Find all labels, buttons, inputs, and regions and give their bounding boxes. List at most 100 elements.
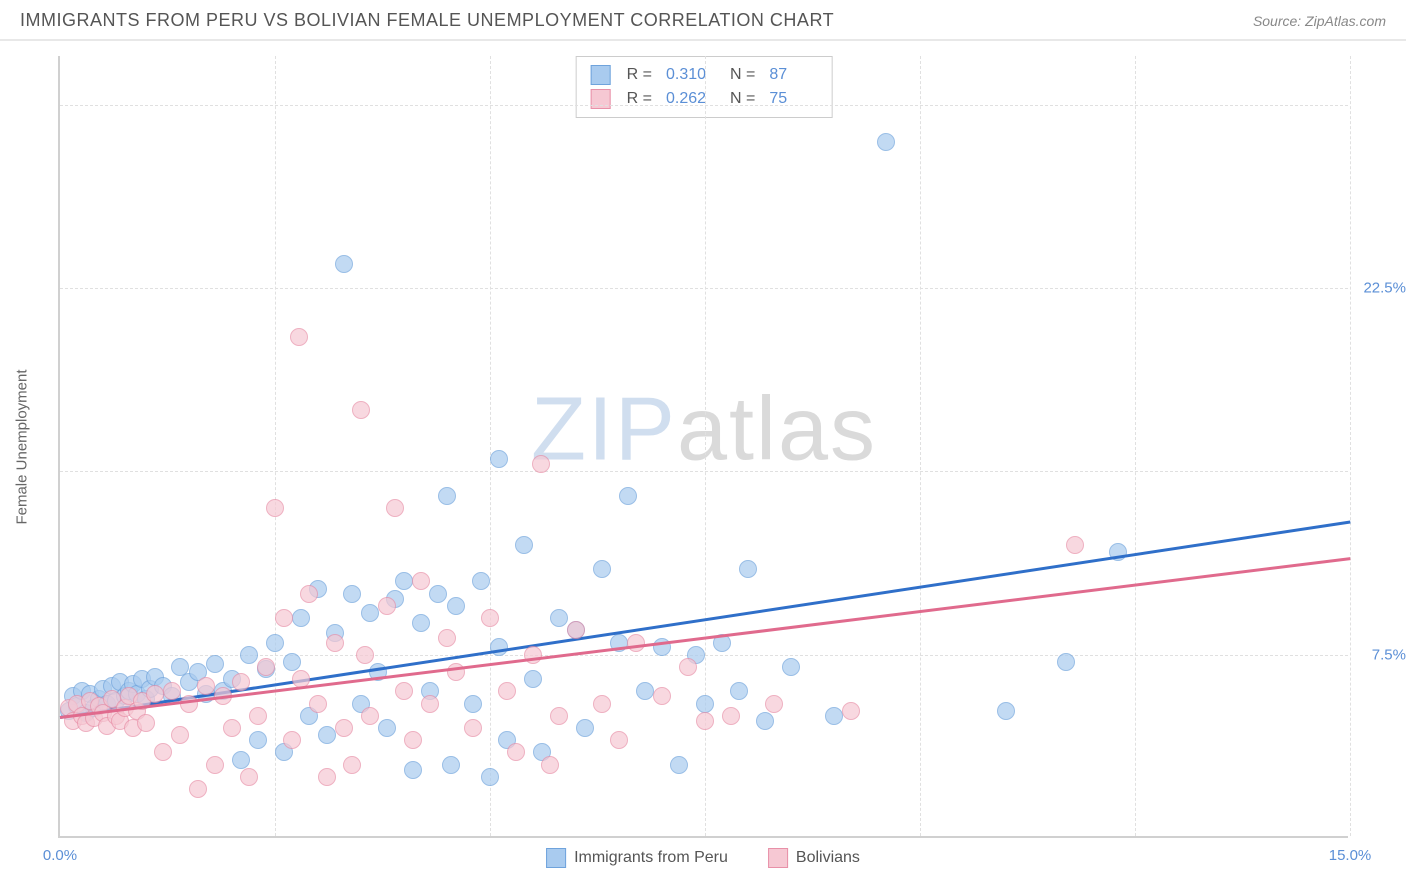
legend-swatch [591,89,611,109]
data-point-peru [206,655,224,673]
data-point-bolivia [171,726,189,744]
data-point-bolivia [593,695,611,713]
data-point-bolivia [481,609,499,627]
watermark-atlas: atlas [677,380,877,480]
data-point-peru [266,634,284,652]
legend-label: Bolivians [796,849,860,867]
data-point-bolivia [1066,536,1084,554]
data-point-peru [318,726,336,744]
data-point-peru [524,670,542,688]
data-point-bolivia [249,707,267,725]
data-point-peru [429,585,447,603]
legend-r-value: 0.310 [666,66,714,84]
data-point-peru [756,712,774,730]
y-axis-label: Female Unemployment [14,369,31,524]
data-point-bolivia [154,743,172,761]
data-point-bolivia [283,731,301,749]
legend-top: R =0.310N =87R =0.262N =75 [576,56,833,118]
data-point-peru [395,572,413,590]
data-point-bolivia [653,687,671,705]
data-point-peru [877,133,895,151]
data-point-bolivia [567,621,585,639]
data-point-bolivia [361,707,379,725]
data-point-peru [442,756,460,774]
watermark: ZIPatlas [531,379,877,482]
gridline-h [60,105,1348,106]
data-point-peru [343,585,361,603]
data-point-bolivia [412,572,430,590]
data-point-peru [782,658,800,676]
data-point-peru [619,487,637,505]
legend-swatch [768,848,788,868]
chart-source: Source: ZipAtlas.com [1253,13,1386,29]
data-point-peru [404,761,422,779]
data-point-peru [249,731,267,749]
chart-header: IMMIGRANTS FROM PERU VS BOLIVIAN FEMALE … [0,0,1406,41]
data-point-bolivia [378,597,396,615]
legend-top-row: R =0.262N =75 [591,87,818,111]
data-point-bolivia [421,695,439,713]
data-point-bolivia [679,658,697,676]
legend-swatch [546,848,566,868]
data-point-bolivia [696,712,714,730]
legend-r-label: R = [627,66,652,84]
data-point-peru [1057,653,1075,671]
data-point-bolivia [352,401,370,419]
data-point-bolivia [240,768,258,786]
source-value: ZipAtlas.com [1305,13,1386,29]
data-point-peru [997,702,1015,720]
gridline-v [1350,56,1351,836]
data-point-bolivia [180,695,198,713]
data-point-bolivia [498,682,516,700]
chart-title: IMMIGRANTS FROM PERU VS BOLIVIAN FEMALE … [20,10,834,31]
data-point-peru [378,719,396,737]
data-point-peru [283,653,301,671]
data-point-bolivia [275,609,293,627]
data-point-bolivia [137,714,155,732]
data-point-bolivia [343,756,361,774]
legend-bottom-item: Bolivians [768,848,860,868]
data-point-peru [576,719,594,737]
data-point-bolivia [223,719,241,737]
gridline-v [490,56,491,836]
data-point-bolivia [146,685,164,703]
data-point-peru [412,614,430,632]
data-point-peru [447,597,465,615]
data-point-peru [464,695,482,713]
gridline-v [1135,56,1136,836]
data-point-peru [438,487,456,505]
plot-region: ZIPatlas R =0.310N =87R =0.262N =75 7.5%… [58,56,1348,838]
data-point-peru [696,695,714,713]
watermark-zip: ZIP [531,380,677,480]
legend-n-label: N = [730,66,755,84]
data-point-peru [472,572,490,590]
data-point-bolivia [464,719,482,737]
data-point-peru [240,646,258,664]
data-point-bolivia [507,743,525,761]
data-point-bolivia [404,731,422,749]
data-point-bolivia [550,707,568,725]
data-point-bolivia [189,780,207,798]
data-point-peru [490,638,508,656]
data-point-bolivia [386,499,404,517]
data-point-bolivia [266,499,284,517]
x-tick-label: 15.0% [1329,847,1372,864]
gridline-v [275,56,276,836]
data-point-bolivia [627,634,645,652]
y-tick-label: 22.5% [1356,280,1406,297]
data-point-bolivia [290,328,308,346]
data-point-peru [232,751,250,769]
data-point-bolivia [309,695,327,713]
y-tick-label: 7.5% [1356,646,1406,663]
data-point-bolivia [232,673,250,691]
data-point-bolivia [438,629,456,647]
data-point-bolivia [765,695,783,713]
data-point-peru [515,536,533,554]
data-point-peru [730,682,748,700]
data-point-peru [825,707,843,725]
data-point-peru [361,604,379,622]
source-label: Source: [1253,13,1305,29]
gridline-v [920,56,921,836]
data-point-bolivia [356,646,374,664]
data-point-bolivia [257,658,275,676]
